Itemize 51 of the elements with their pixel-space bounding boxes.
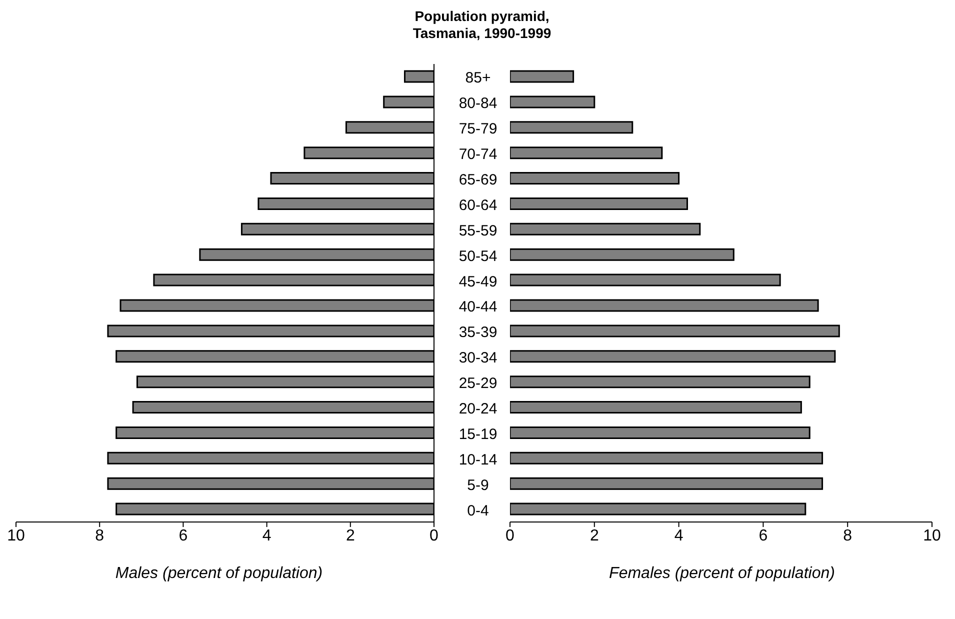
x-tick-label: 4 — [262, 527, 272, 544]
x-tick-label: 2 — [346, 527, 355, 544]
y-tick-label: 80-84 — [458, 95, 498, 112]
y-tick-label: 60-64 — [458, 196, 498, 214]
x-tick-label: 6 — [758, 527, 768, 544]
y-tick-label: 0-4 — [467, 502, 489, 520]
y-tick-label: 10-14 — [458, 451, 498, 468]
y-tick-label: 45-49 — [458, 273, 498, 290]
bar — [510, 299, 819, 312]
bar — [510, 248, 734, 261]
bar — [510, 197, 688, 210]
x-tick-label: 10 — [7, 527, 25, 544]
bar — [510, 146, 663, 160]
y-tick-label: 40-44 — [458, 298, 498, 316]
y-tick-label: 65-69 — [458, 172, 498, 188]
bar — [510, 121, 634, 134]
bar — [510, 274, 781, 286]
bar — [510, 70, 574, 83]
y-tick-label: 35-39 — [458, 324, 498, 342]
bar — [510, 477, 824, 490]
y-tick-label: 30-34 — [458, 350, 498, 367]
text: Population pyramid, Tasmania, 1990-1999 — [412, 8, 552, 42]
y-tick-label: 75-79 — [458, 120, 498, 138]
y-tick-label: 20-24 — [458, 400, 498, 418]
y-tick-label: 55-59 — [458, 222, 498, 240]
y-tick-label: 85+ — [465, 70, 491, 87]
x-axis-title: Males (percent of population) — [115, 565, 323, 583]
x-axis-title: Females (percent of population) — [609, 565, 835, 583]
bar — [510, 324, 840, 338]
bar — [510, 376, 810, 388]
x-tick-label: 2 — [590, 527, 599, 544]
y-tick-label: 15-19 — [458, 426, 498, 443]
bar — [510, 426, 810, 439]
x-tick-label: 6 — [178, 527, 188, 544]
bar — [510, 96, 596, 108]
y-tick-label: 25-29 — [458, 375, 498, 392]
bar — [510, 222, 701, 236]
y-tick-label: 5-9 — [467, 476, 489, 494]
x-tick-label: 0 — [430, 527, 439, 544]
x-tick-label: 4 — [674, 527, 684, 544]
x-tick-label: 8 — [95, 527, 104, 544]
bar — [510, 502, 806, 516]
x-tick-label: 0 — [506, 527, 515, 544]
y-tick-label: 70-74 — [458, 146, 498, 164]
x-tick-label: 10 — [923, 527, 941, 544]
bar — [510, 172, 680, 185]
y-tick-label: 50-54 — [458, 248, 498, 265]
bar — [510, 452, 824, 464]
x-tick-label: 8 — [843, 527, 852, 544]
bar — [510, 401, 802, 414]
bar — [510, 350, 836, 363]
